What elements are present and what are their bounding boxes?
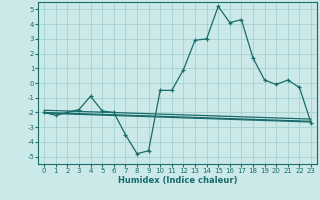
X-axis label: Humidex (Indice chaleur): Humidex (Indice chaleur) — [118, 176, 237, 185]
